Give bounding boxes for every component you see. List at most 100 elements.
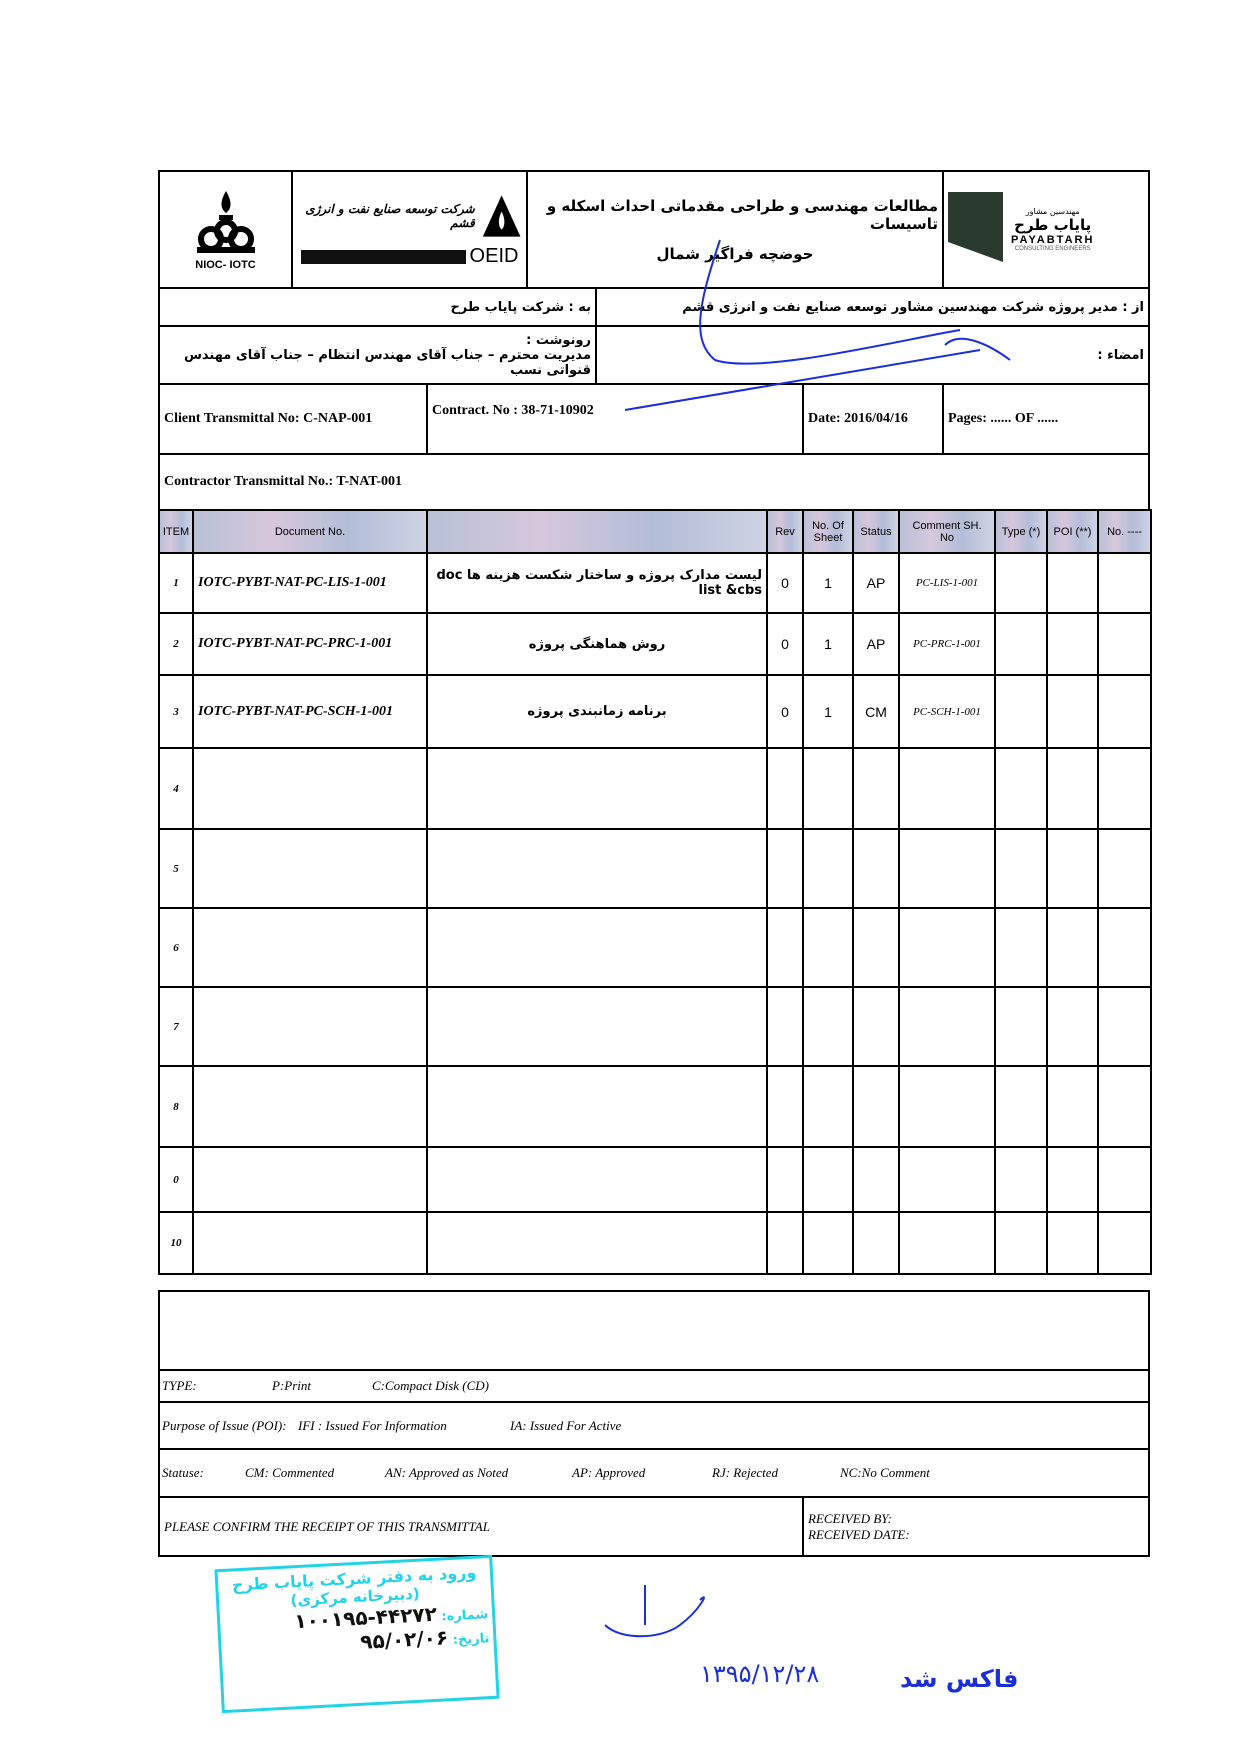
cell-empty xyxy=(994,986,1048,1067)
cell-title xyxy=(426,1211,768,1275)
cell-comment xyxy=(898,747,996,830)
cell-doc xyxy=(192,828,428,909)
cell-doc xyxy=(192,1146,428,1213)
cell-comment xyxy=(898,1065,996,1148)
cell-doc xyxy=(192,1065,428,1148)
cell-sheets xyxy=(802,1211,854,1275)
signature-label: امضاء : xyxy=(1097,347,1144,363)
cell-rev: 0 xyxy=(766,674,804,749)
cell-status xyxy=(852,986,900,1067)
cell-item: 8 xyxy=(158,1065,194,1148)
cell-sheets: 1 xyxy=(802,552,854,614)
cell-empty xyxy=(994,1065,1048,1148)
payabtarh-fa: پایاب طرح xyxy=(1014,216,1092,234)
column-header: Comment SH. No xyxy=(898,509,996,554)
cell-comment: PC-LIS-1-001 xyxy=(898,552,996,614)
cell-empty xyxy=(1097,674,1152,749)
cell-rev xyxy=(766,828,804,909)
cell-status xyxy=(852,828,900,909)
cell-item: 5 xyxy=(158,828,194,909)
cell-item: 6 xyxy=(158,907,194,988)
cell-rev xyxy=(766,986,804,1067)
column-header: Status xyxy=(852,509,900,554)
poi-ifi: IFI : Issued For Information xyxy=(298,1417,447,1433)
cell-doc: IOTC-PYBT-NAT-PC-SCH-1-001 xyxy=(192,674,428,749)
cell-sheets xyxy=(802,1146,854,1213)
cell-empty xyxy=(1046,1211,1099,1275)
status-an: AN: Approved as Noted xyxy=(385,1465,509,1480)
project-title-line1: مطالعات مهندسی و طراحی مقدماتی احداث اسک… xyxy=(546,196,938,233)
project-title: مطالعات مهندسی و طراحی مقدماتی احداث اسک… xyxy=(526,170,944,289)
status-cm: CM: Commented xyxy=(245,1465,335,1480)
cell-comment xyxy=(898,828,996,909)
cell-status: AP xyxy=(852,552,900,614)
type-cd: C:Compact Disk (CD) xyxy=(372,1378,489,1393)
column-header xyxy=(426,509,768,554)
cell-comment: PC-PRC-1-001 xyxy=(898,612,996,676)
cell-sheets xyxy=(802,828,854,909)
cell-doc xyxy=(192,907,428,988)
cell-empty xyxy=(1097,552,1152,614)
payabtarh-sub: CONSULTING ENGINEERS xyxy=(1014,246,1091,252)
cell-empty xyxy=(1097,907,1152,988)
column-header: No. Of Sheet xyxy=(802,509,854,554)
oeid-logo-icon xyxy=(482,195,521,237)
cell-item: 10 xyxy=(158,1211,194,1275)
cell-empty xyxy=(994,612,1048,676)
cell-status: CM xyxy=(852,674,900,749)
cell-title: روش هماهنگی پروژه xyxy=(426,612,768,676)
cell-rev xyxy=(766,747,804,830)
cell-empty xyxy=(994,674,1048,749)
cell-empty xyxy=(1046,986,1099,1067)
column-header: Type (*) xyxy=(994,509,1048,554)
oeid-label: OEID xyxy=(469,245,519,267)
cell-comment xyxy=(898,986,996,1067)
cell-item: 2 xyxy=(158,612,194,676)
cell-item: 1 xyxy=(158,552,194,614)
cell-title xyxy=(426,747,768,830)
status-ap: AP: Approved xyxy=(572,1465,646,1480)
cc-value: مدیریت محترم – جناب آقای مهندس انتظام – … xyxy=(183,347,591,378)
cell-title xyxy=(426,986,768,1067)
column-header: Rev xyxy=(766,509,804,554)
cell-empty xyxy=(1097,986,1152,1067)
column-header: Document No. xyxy=(192,509,428,554)
cell-doc: IOTC-PYBT-NAT-PC-LIS-1-001 xyxy=(192,552,428,614)
fax-note: فاکس شد xyxy=(900,1665,1019,1693)
cell-item: 3 xyxy=(158,674,194,749)
cell-item: 7 xyxy=(158,986,194,1067)
received-date: RECEIVED DATE: xyxy=(808,1526,910,1542)
cell-comment xyxy=(898,1146,996,1213)
cell-sheets: 1 xyxy=(802,612,854,676)
received-by: RECEIVED BY: xyxy=(808,1510,892,1526)
cc-label: رونوشت : xyxy=(526,332,591,348)
cell-status xyxy=(852,747,900,830)
cell-title xyxy=(426,907,768,988)
cell-status xyxy=(852,1211,900,1275)
cell-comment xyxy=(898,1211,996,1275)
status-rj: RJ: Rejected xyxy=(712,1465,779,1480)
cell-rev: 0 xyxy=(766,552,804,614)
project-title-line2: حوضچه فراگیر شمال xyxy=(656,244,814,263)
status-nc: NC:No Comment xyxy=(840,1465,930,1480)
cell-rev xyxy=(766,1065,804,1148)
cell-comment: PC-SCH-1-001 xyxy=(898,674,996,749)
cell-empty xyxy=(994,828,1048,909)
cell-doc xyxy=(192,747,428,830)
type-print: P:Print xyxy=(272,1378,311,1393)
cell-empty xyxy=(1046,674,1099,749)
cell-rev: 0 xyxy=(766,612,804,676)
cell-empty xyxy=(1046,1065,1099,1148)
cell-sheets: 1 xyxy=(802,674,854,749)
cell-empty xyxy=(1046,907,1099,988)
cell-title xyxy=(426,1146,768,1213)
column-header: No. ---- xyxy=(1097,509,1152,554)
nioc-logo-icon xyxy=(196,190,255,253)
type-label: TYPE: xyxy=(162,1378,197,1393)
cell-empty xyxy=(994,1146,1048,1213)
cell-title: لیست مدارک پروژه و ساختار شکست هزینه ها … xyxy=(426,552,768,614)
cell-rev xyxy=(766,907,804,988)
payabtarh-logo-cell: مهندسین مشاور پایاب طرح PAYABTARH CONSUL… xyxy=(942,170,1150,289)
cell-status xyxy=(852,1065,900,1148)
